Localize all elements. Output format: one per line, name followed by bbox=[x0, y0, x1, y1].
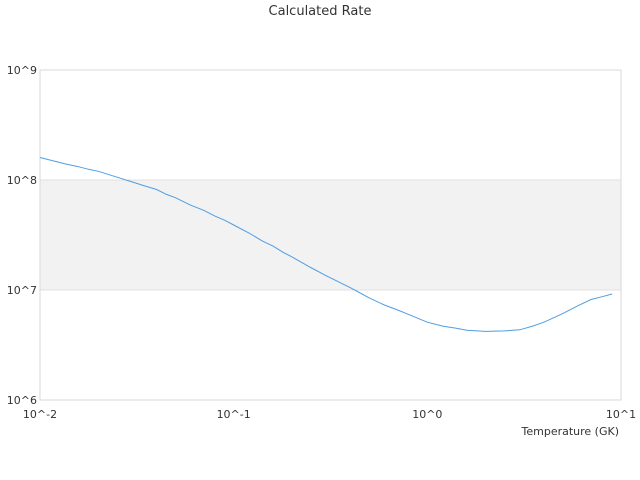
series-group bbox=[39, 157, 613, 332]
x-tick-label: 10^-2 bbox=[23, 408, 57, 421]
series-line bbox=[39, 157, 613, 332]
x-tick-label: 10^-1 bbox=[217, 408, 251, 421]
y-tick-label: 10^9 bbox=[7, 64, 37, 77]
plot-frame bbox=[39, 69, 622, 401]
band bbox=[40, 70, 621, 180]
band bbox=[40, 290, 621, 400]
y-tick-label: 10^8 bbox=[7, 174, 37, 187]
y-tick-label: 10^7 bbox=[7, 284, 37, 297]
x-tick-label: 10^1 bbox=[606, 408, 636, 421]
x-axis: 10^-2 10^-1 10^0 10^1 bbox=[23, 408, 636, 421]
band bbox=[40, 180, 621, 290]
y-axis: 10^6 10^7 10^8 10^9 bbox=[7, 64, 37, 407]
y-tick-label: 10^6 bbox=[7, 394, 37, 407]
chart-title: Calculated Rate bbox=[268, 4, 372, 19]
background-bands bbox=[40, 69, 621, 401]
x-tick-label: 10^0 bbox=[412, 408, 442, 421]
x-axis-label: Temperature (GK) bbox=[521, 425, 620, 438]
